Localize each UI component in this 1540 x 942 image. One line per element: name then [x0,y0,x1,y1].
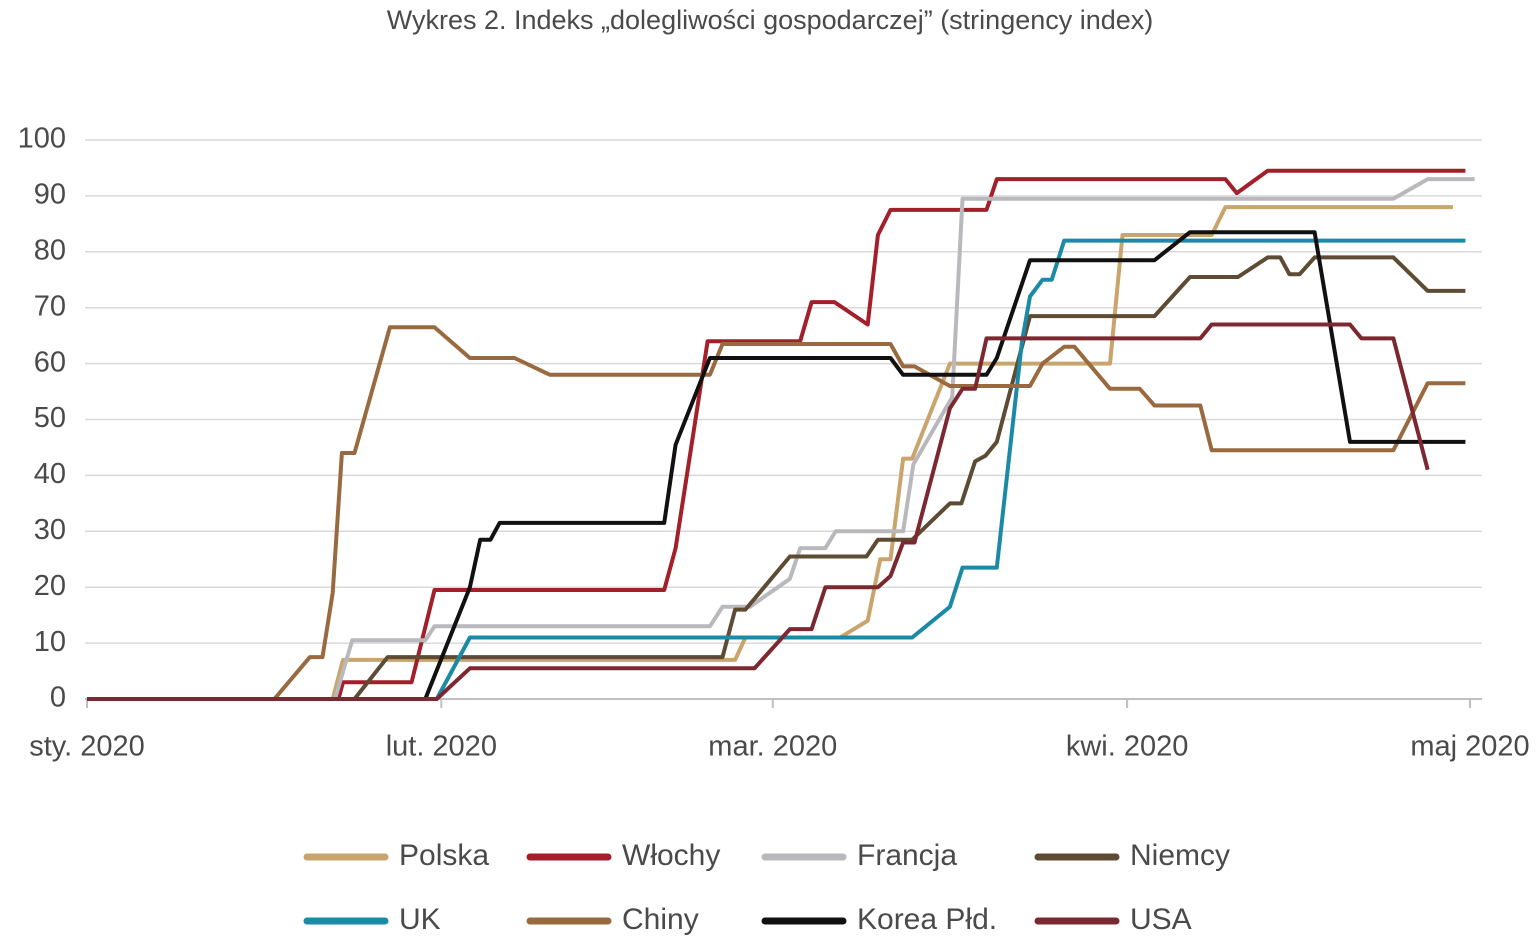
y-tick-label: 50 [34,402,66,434]
legend-label: Włochy [622,839,720,872]
legend-label: USA [1130,903,1192,936]
legend-label: Francja [857,839,957,872]
series-line [87,168,1466,701]
y-tick-label: 10 [34,626,66,658]
legend-label: Polska [399,839,489,872]
x-tick-label: kwi. 2020 [1066,731,1189,763]
y-tick-label: 60 [34,346,66,378]
series-line [87,230,1466,701]
chart-title: Wykres 2. Indeks „dolegliwości gospodarc… [387,5,1154,35]
y-tick-label: 80 [34,234,66,266]
x-tick-label: maj 2020 [1410,731,1529,763]
y-tick-label: 100 [18,123,66,155]
y-tick-label: 0 [50,682,66,714]
series-line [87,325,1466,701]
x-tick-label: mar. 2020 [708,731,837,763]
x-tick-label: lut. 2020 [386,731,497,763]
legend-label: UK [399,903,441,936]
legend-label: Korea Płd. [857,903,997,936]
y-tick-label: 70 [34,290,66,322]
y-tick-label: 20 [34,570,66,602]
y-tick-label: 40 [34,458,66,490]
y-tick-label: 30 [34,514,66,546]
series-line [87,205,1453,701]
series-line [87,322,1430,701]
legend-label: Chiny [622,903,699,936]
series-line [87,238,1466,701]
series-line [87,255,1466,701]
series-line [87,177,1475,701]
y-tick-label: 90 [34,179,66,211]
x-tick-label: sty. 2020 [29,731,145,763]
legend-label: Niemcy [1130,839,1230,872]
